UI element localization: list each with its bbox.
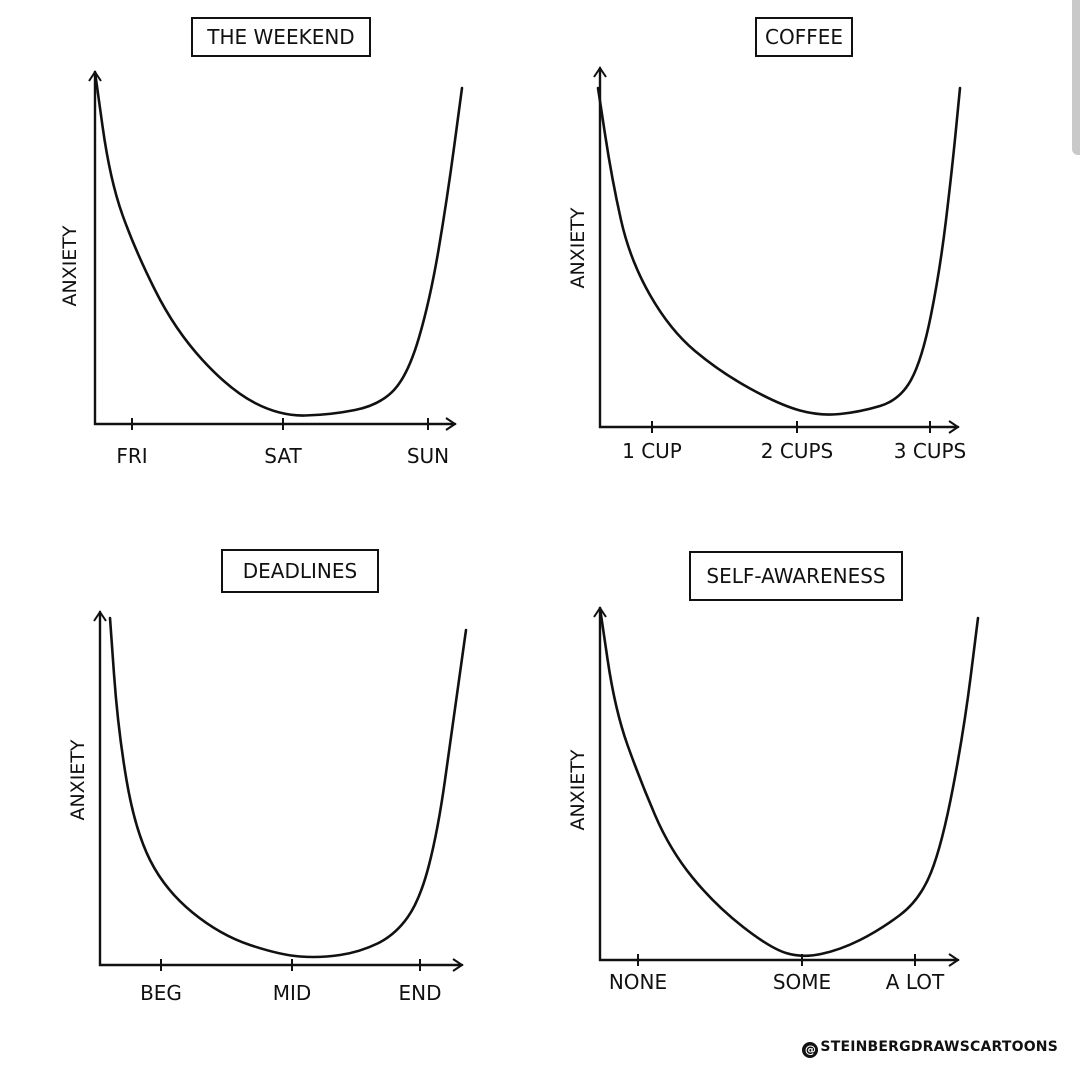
x-tick-label: BEG (140, 981, 182, 1005)
y-axis-arrow (93, 610, 107, 622)
x-tick-label: END (399, 981, 442, 1005)
artist-credit: @ STEINBERGDRAWSCARTOONS (802, 1039, 1058, 1058)
x-tick-label: NONE (609, 970, 667, 994)
chart-coffee: COFFEE ANXIETY 1 CUP 2 CUPS 3 CUPS (567, 17, 966, 463)
x-axis-arrow (948, 953, 960, 967)
x-tick-label: A LOT (886, 970, 945, 994)
chart-title: COFFEE (765, 25, 843, 49)
anxiety-curve (598, 606, 980, 958)
x-tick-label: SAT (264, 444, 302, 468)
chart-title-box (191, 17, 371, 57)
y-axis-label: ANXIETY (567, 207, 589, 288)
x-tick-label: SOME (773, 970, 831, 994)
x-axis-arrow (948, 420, 960, 434)
anxiety-curve (108, 616, 468, 959)
chart-title: SELF-AWARENESS (706, 564, 885, 588)
chart-deadlines: DEADLINES ANXIETY BEG MID END (67, 549, 468, 1005)
chart-title: THE WEEKEND (206, 25, 354, 49)
chart-title-box (221, 549, 379, 593)
chart-title: DEADLINES (243, 559, 357, 583)
at-icon: @ (802, 1042, 819, 1058)
y-axis-label: ANXIETY (567, 749, 589, 830)
x-axis-arrow (452, 958, 464, 972)
axis-lines (598, 66, 960, 429)
chart-title-box (689, 551, 903, 601)
credit-text: STEINBERGDRAWSCARTOONS (820, 1039, 1058, 1055)
y-axis-label: ANXIETY (67, 739, 89, 820)
x-tick-label: MID (273, 981, 312, 1005)
axis-lines (598, 606, 960, 962)
x-tick-label: 1 CUP (622, 439, 682, 463)
x-tick-label: 3 CUPS (894, 439, 966, 463)
scrollbar[interactable] (1072, 0, 1080, 155)
anxiety-curve (596, 86, 962, 416)
chart-self-awareness: SELF-AWARENESS ANXIETY NONE SOME A LOT (567, 551, 980, 994)
y-axis-arrow (593, 66, 607, 78)
axis-lines (93, 70, 457, 426)
anxiety-curve (93, 70, 464, 417)
chart-weekend: THE WEEKEND ANXIETY FRI SAT SUN (59, 17, 464, 468)
y-axis-label: ANXIETY (59, 225, 81, 306)
x-tick-label: SUN (407, 444, 449, 468)
x-tick-label: FRI (116, 444, 147, 468)
x-axis-arrow (445, 417, 457, 431)
x-tick-label: 2 CUPS (761, 439, 833, 463)
axis-lines (98, 610, 464, 967)
chart-title-box (755, 17, 853, 57)
